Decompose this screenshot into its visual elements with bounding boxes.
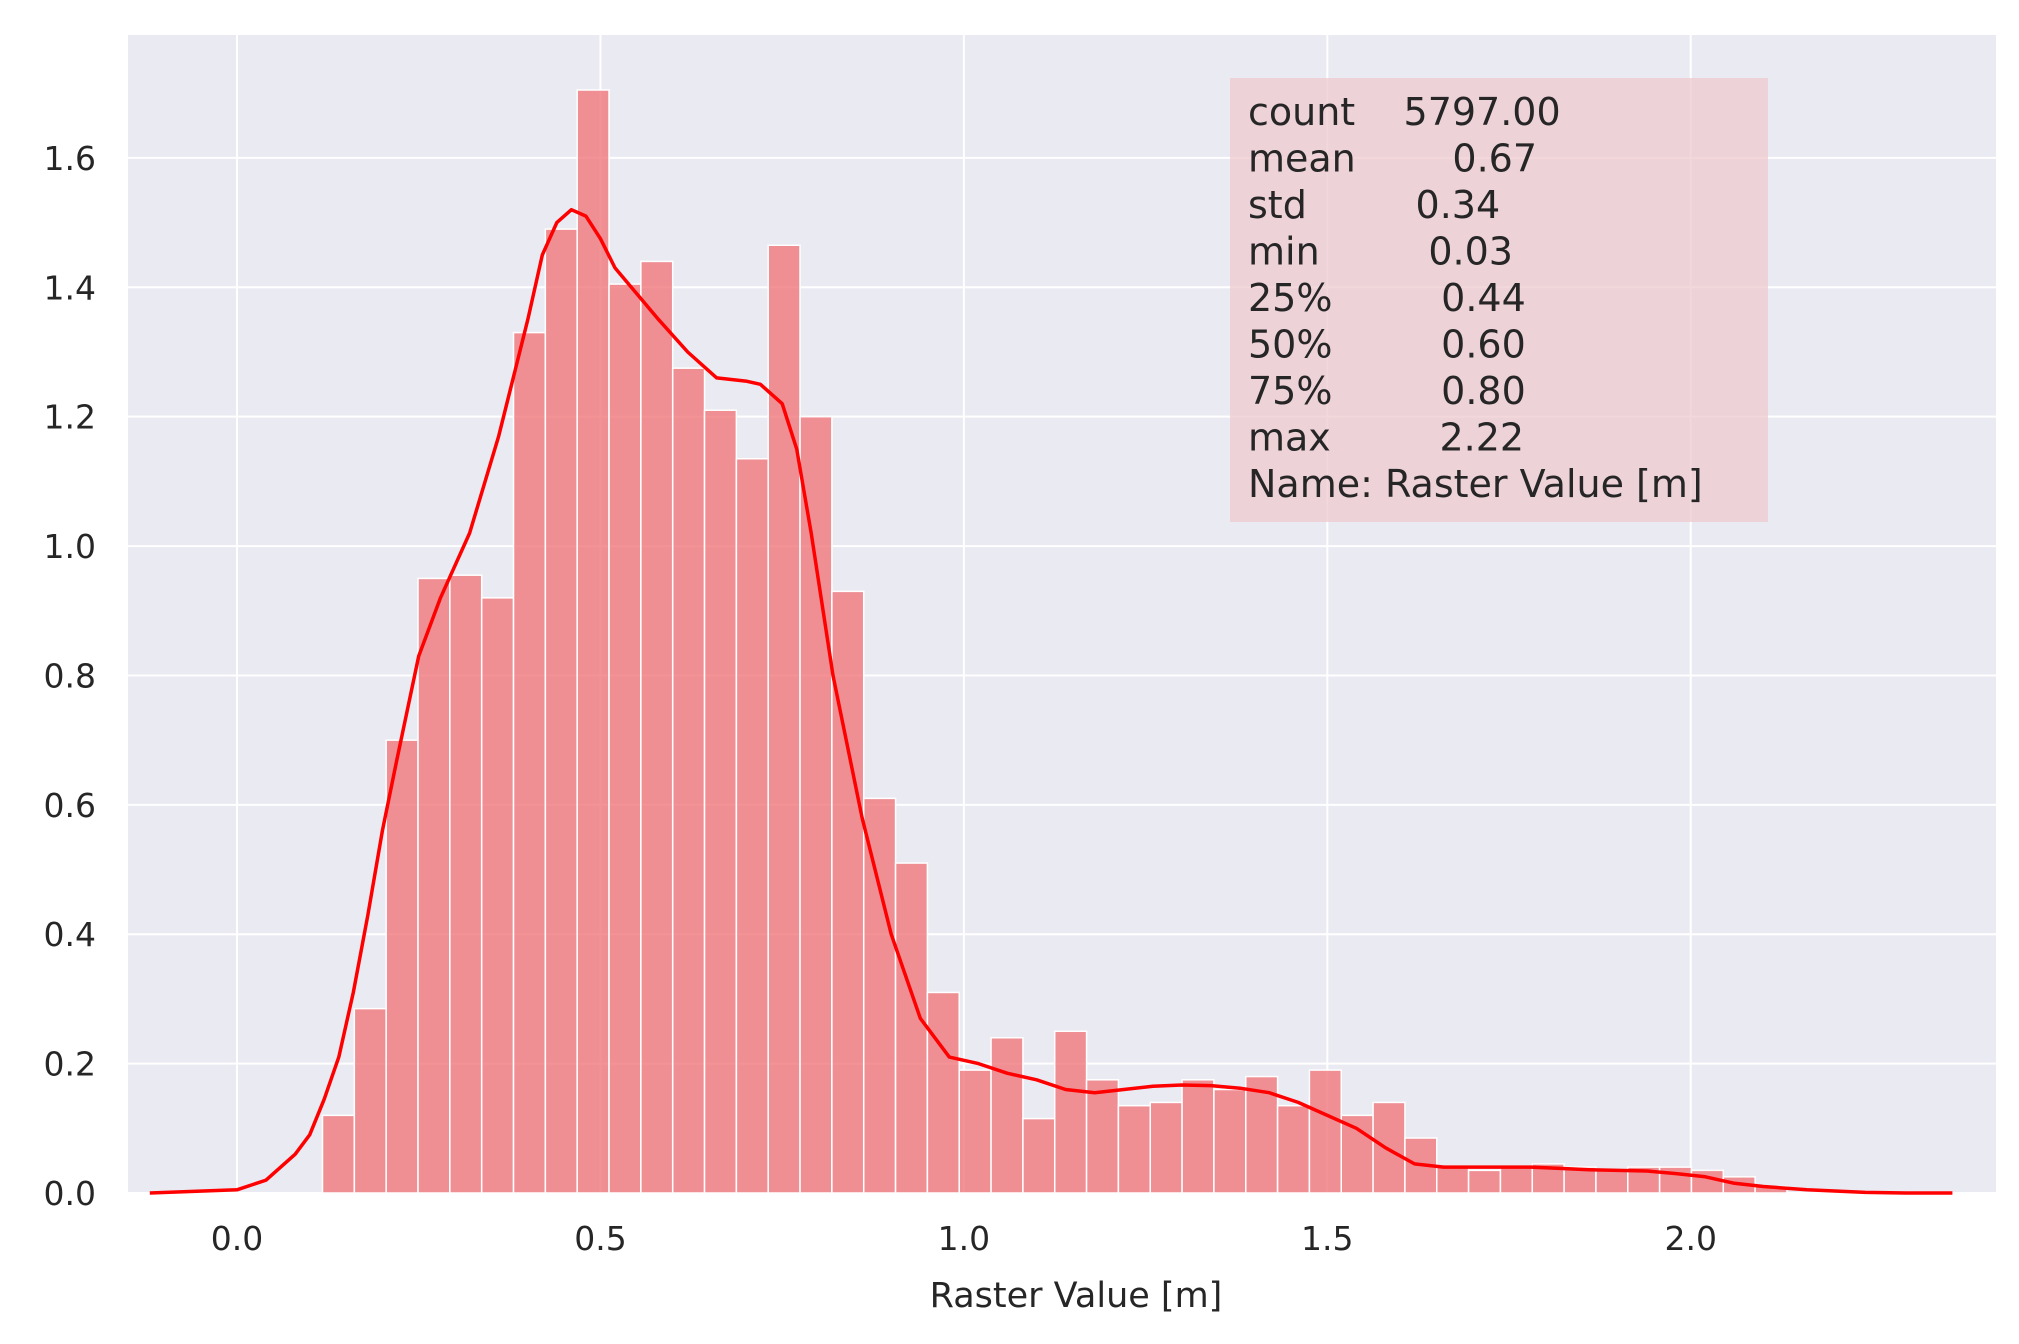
histogram-bar (576, 89, 610, 1194)
histogram-bar (417, 577, 451, 1194)
histogram-bar (1053, 1030, 1088, 1194)
stats-line: 50% 0.60 (1248, 323, 1526, 367)
histogram-bar (831, 590, 865, 1194)
stats-line: std 0.34 (1248, 183, 1500, 227)
histogram-bar (512, 331, 547, 1194)
histogram-bar (990, 1036, 1024, 1194)
y-tick-label: 0.2 (44, 1045, 96, 1084)
stats-line: max 2.22 (1248, 416, 1524, 460)
histogram-bar (1117, 1104, 1151, 1194)
histogram-bar (1149, 1101, 1183, 1194)
histogram-bar (480, 597, 515, 1194)
histogram-bar (353, 1007, 387, 1194)
x-axis-label: Raster Value [m] (930, 1276, 1223, 1316)
histogram-bar (640, 260, 674, 1194)
histogram-bar (735, 457, 769, 1194)
y-tick-label: 0.6 (44, 786, 96, 825)
stats-line: 75% 0.80 (1248, 369, 1526, 413)
x-tick-label: 1.5 (1301, 1219, 1353, 1258)
histogram-bar (544, 228, 578, 1194)
x-tick-label: 1.0 (938, 1219, 990, 1258)
y-tick-label: 1.0 (44, 527, 96, 566)
histogram-bar (1308, 1069, 1343, 1194)
histogram-bar (958, 1069, 992, 1194)
histogram-bar (608, 283, 642, 1194)
histogram-bar (1022, 1117, 1056, 1194)
kde-curve (149, 207, 1953, 1195)
histogram-bar (1213, 1088, 1247, 1194)
histogram-bars (321, 89, 1788, 1194)
stats-line: 25% 0.44 (1248, 276, 1526, 320)
stats-line: min 0.03 (1248, 230, 1513, 274)
histogram-bar (1244, 1075, 1279, 1194)
histogram-bar (767, 244, 801, 1194)
y-axis-ticks: 0.0 0.2 0.4 0.6 0.8 1.0 1.2 1.4 1.6 (44, 139, 96, 1213)
histogram-bar (321, 1114, 356, 1194)
stats-line: count 5797.00 (1248, 90, 1561, 134)
histogram-bar (1467, 1169, 1502, 1194)
stats-line: mean 0.67 (1248, 137, 1537, 181)
histogram-bar (894, 862, 929, 1194)
x-tick-label: 0.5 (574, 1219, 626, 1258)
stats-box-background (1230, 78, 1768, 522)
histogram-bar (1085, 1079, 1120, 1194)
stats-line: Name: Raster Value [m] (1248, 462, 1703, 506)
histogram-bar (799, 415, 833, 1194)
y-tick-label: 1.4 (44, 268, 96, 307)
histogram-bar (449, 574, 483, 1194)
histogram-bar (862, 797, 897, 1194)
histogram-bar (671, 367, 706, 1194)
y-tick-label: 0.0 (44, 1174, 96, 1213)
histogram-bar (1436, 1166, 1470, 1194)
histogram-bar (1499, 1166, 1534, 1194)
y-tick-label: 0.8 (44, 656, 96, 695)
histogram-bar (1181, 1079, 1215, 1194)
x-tick-label: 0.0 (211, 1219, 263, 1258)
histogram-bar (385, 739, 419, 1194)
histogram-bar (926, 991, 960, 1194)
x-axis-ticks: 0.0 0.5 1.0 1.5 2.0 (211, 1219, 1717, 1258)
histogram-bar (1690, 1169, 1725, 1194)
y-tick-label: 1.6 (44, 139, 96, 178)
y-tick-label: 1.2 (44, 398, 96, 437)
x-tick-label: 2.0 (1664, 1219, 1716, 1258)
histogram-bar (1595, 1169, 1629, 1194)
histogram-bar (1276, 1104, 1311, 1194)
y-tick-label: 0.4 (44, 915, 96, 954)
histogram-bar (703, 409, 738, 1194)
